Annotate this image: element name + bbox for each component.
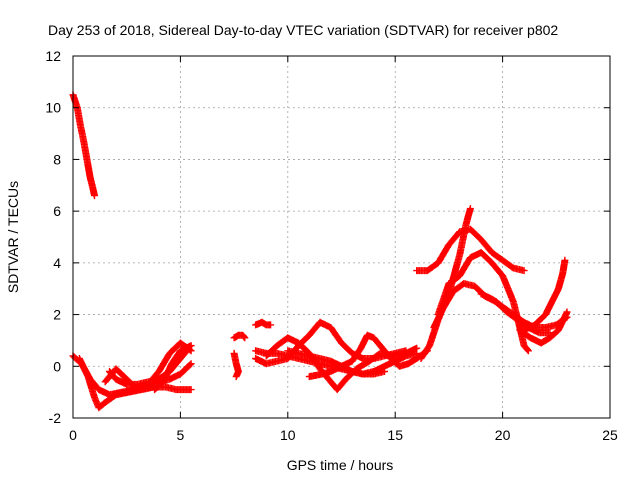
- x-tick-label: 5: [177, 427, 185, 443]
- y-tick-label: 10: [45, 100, 61, 116]
- series-arc-5: [101, 339, 195, 394]
- y-tick-label: 6: [53, 203, 61, 219]
- axis-ticks: [72, 55, 611, 419]
- x-tick-label: 0: [69, 427, 77, 443]
- y-tick-label: -2: [49, 410, 62, 426]
- plot-frame: [72, 55, 611, 419]
- tick-labels: 0 5 10 15 20 25 -2 0 2 4 6 8 10 12: [45, 48, 618, 443]
- series-arc-14: [284, 347, 421, 378]
- data-point-marks: [151, 342, 195, 394]
- data-point-marks: [252, 318, 275, 329]
- x-tick-label: 20: [495, 427, 511, 443]
- series-arc-8: [230, 349, 242, 381]
- y-axis-label: SDTVAR / TECUs: [5, 181, 21, 293]
- series-arc-7: [230, 331, 249, 342]
- data-point-marks: [520, 256, 569, 334]
- series-arc-20: [516, 308, 571, 347]
- chart-title: Day 253 of 2018, Sidereal Day-to-day VTE…: [48, 22, 558, 38]
- series-arc-9: [252, 318, 275, 329]
- y-tick-label: 12: [45, 48, 61, 64]
- x-tick-label: 15: [387, 427, 403, 443]
- y-tick-label: 4: [53, 255, 61, 271]
- data-point-marks: [230, 331, 249, 342]
- data-point-marks: [516, 308, 571, 347]
- series-arc-6: [151, 342, 195, 394]
- data-point-marks: [284, 347, 421, 378]
- x-tick-label: 10: [280, 427, 296, 443]
- y-tick-label: 8: [53, 151, 61, 167]
- x-axis-label: GPS time / hours: [287, 457, 394, 473]
- y-tick-label: 0: [53, 358, 61, 374]
- y-tick-label: 2: [53, 307, 61, 323]
- x-tick-label: 25: [602, 427, 618, 443]
- series-arc-21: [520, 256, 569, 334]
- data-marks: [69, 91, 571, 412]
- data-point-marks: [101, 339, 195, 394]
- data-point-marks: [230, 349, 242, 381]
